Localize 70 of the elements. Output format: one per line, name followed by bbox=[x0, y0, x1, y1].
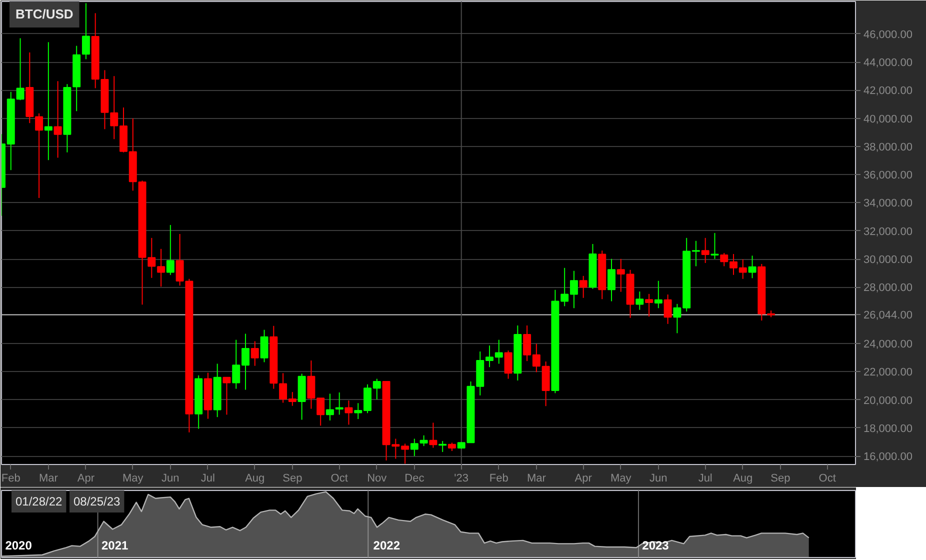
candlestick bbox=[636, 291, 644, 310]
x-tick-label: Jun bbox=[650, 472, 668, 484]
chart-title: BTC/USD bbox=[16, 6, 74, 22]
candlestick bbox=[250, 340, 259, 366]
x-tick-label: Oct bbox=[330, 472, 348, 484]
x-tick-label: Sep bbox=[770, 472, 790, 484]
y-tick-label: 28,000.00 bbox=[864, 282, 912, 294]
candlestick bbox=[654, 280, 662, 309]
y-tick-label: 36,000.00 bbox=[864, 170, 912, 182]
y-tick-label: 18,000.00 bbox=[864, 422, 912, 435]
x-tick-label: Nov bbox=[367, 472, 388, 484]
ref-line-label: 26,044.00 bbox=[864, 310, 912, 322]
x-tick-label: Dec bbox=[404, 472, 425, 484]
candlestick bbox=[326, 393, 334, 421]
x-tick-label: Aug bbox=[245, 472, 265, 484]
candlestick bbox=[335, 392, 344, 416]
x-tick-label: Oct bbox=[818, 472, 836, 484]
y-tick-label: 38,000.00 bbox=[864, 141, 912, 154]
x-tick-label: Feb bbox=[489, 472, 508, 484]
x-tick-label: 2023 bbox=[642, 538, 670, 552]
candlestick bbox=[222, 376, 231, 416]
candlestick bbox=[748, 255, 756, 279]
x-tick-label: Mar bbox=[526, 472, 546, 484]
x-tick-label: Apr bbox=[77, 472, 95, 484]
candlestick bbox=[44, 42, 52, 161]
x-tick-label: Jun bbox=[162, 472, 180, 484]
y-tick-label: 42,000.00 bbox=[864, 85, 912, 98]
y-tick-label: 44,000.00 bbox=[864, 57, 912, 70]
candlestick bbox=[701, 237, 710, 264]
candlestick bbox=[344, 400, 353, 426]
candlestick bbox=[429, 422, 438, 448]
x-tick-label: May bbox=[610, 472, 632, 484]
candlestick bbox=[54, 80, 62, 158]
candlestick bbox=[410, 438, 418, 457]
annotation: 01/28/22 bbox=[16, 494, 63, 508]
candlestick bbox=[157, 248, 166, 288]
candlestick bbox=[260, 329, 268, 363]
x-tick-label: May bbox=[122, 472, 144, 484]
x-tick-label: '23 bbox=[454, 472, 469, 484]
x-tick-label: Apr bbox=[574, 472, 592, 484]
x-tick-label: 2022 bbox=[373, 538, 400, 552]
candlestick bbox=[420, 434, 428, 447]
x-tick-label: Aug bbox=[733, 472, 753, 484]
y-tick-label: 46,000.00 bbox=[864, 28, 912, 41]
y-tick-label: 16,000.00 bbox=[864, 451, 912, 464]
x-tick-label: Jul bbox=[200, 472, 215, 484]
candlestick bbox=[710, 232, 719, 260]
y-tick-label: 34,000.00 bbox=[864, 198, 912, 210]
y-tick-label: 24,000.00 bbox=[864, 338, 912, 350]
y-tick-label: 40,000.00 bbox=[864, 113, 912, 126]
x-tick-label: Feb bbox=[1, 472, 20, 484]
y-tick-label: 32,000.00 bbox=[864, 226, 912, 238]
x-tick-label: 2021 bbox=[101, 538, 128, 552]
y-tick-label: 22,000.00 bbox=[864, 366, 912, 379]
candlestick bbox=[438, 440, 447, 452]
x-tick-label: Mar bbox=[38, 472, 58, 484]
annotation: 08/25/23 bbox=[74, 494, 121, 508]
x-tick-label: 2020 bbox=[5, 538, 32, 552]
candlestick bbox=[82, 2, 90, 60]
y-tick-label: 30,000.00 bbox=[864, 254, 912, 266]
y-tick-label: 20,000.00 bbox=[864, 394, 912, 407]
x-tick-label: Sep bbox=[282, 472, 302, 484]
candlestick bbox=[645, 293, 654, 318]
candlestick bbox=[608, 258, 616, 302]
candlestick bbox=[579, 275, 588, 298]
candlestick bbox=[616, 258, 625, 292]
candlestick bbox=[504, 350, 512, 380]
x-tick-label: Jul bbox=[698, 472, 712, 484]
candlestick bbox=[166, 224, 174, 276]
candlestick bbox=[664, 294, 672, 324]
